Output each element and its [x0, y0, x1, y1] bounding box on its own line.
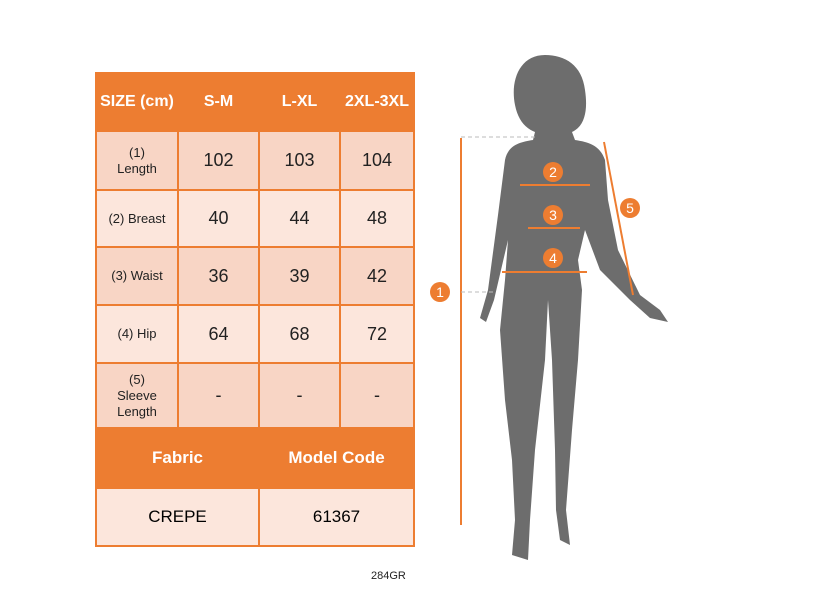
- marker-3: [543, 205, 563, 225]
- measurement-lines: [460, 136, 634, 525]
- row-label: (3) Waist: [95, 246, 179, 306]
- table-row: (4) Hip 64 68 72: [95, 304, 415, 364]
- header-2xl-3xl: 2XL-3XL: [339, 72, 415, 132]
- header-size: SIZE (cm): [95, 72, 179, 132]
- cell: 44: [258, 189, 341, 248]
- cell: 48: [339, 189, 415, 248]
- table-row: (3) Waist 36 39 42: [95, 246, 415, 306]
- fabric-value: CREPE: [95, 487, 260, 547]
- marker-5-label: 5: [626, 200, 634, 216]
- marker-5: [620, 198, 640, 218]
- header-l-xl: L-XL: [258, 72, 341, 132]
- marker-3-label: 3: [549, 207, 557, 223]
- size-table: SIZE (cm) S-M L-XL 2XL-3XL (1) Length 10…: [95, 72, 415, 547]
- cell: -: [339, 362, 415, 429]
- cell: 102: [177, 130, 260, 191]
- row-label: (4) Hip: [95, 304, 179, 364]
- cell: -: [258, 362, 341, 429]
- fabric-header: Fabric: [95, 427, 260, 489]
- body-measurement-figure: 1 2 3 4 5: [430, 55, 668, 560]
- cell: 36: [177, 246, 260, 306]
- marker-2-label: 2: [549, 164, 557, 180]
- row-label: (2) Breast: [95, 189, 179, 248]
- sleeve-line: [603, 141, 634, 296]
- table-row: (2) Breast 40 44 48: [95, 189, 415, 248]
- silhouette: [480, 55, 668, 560]
- model-code-value: 61367: [258, 487, 415, 547]
- cell: -: [177, 362, 260, 429]
- cell: 40: [177, 189, 260, 248]
- cell: 103: [258, 130, 341, 191]
- model-code-header: Model Code: [258, 427, 415, 489]
- footer-code: 284GR: [371, 570, 406, 582]
- marker-2: [543, 162, 563, 182]
- table-row: (5) Sleeve Length - - -: [95, 362, 415, 429]
- table-row: (1) Length 102 103 104: [95, 130, 415, 191]
- cell: 104: [339, 130, 415, 191]
- cell: 64: [177, 304, 260, 364]
- marker-1-label: 1: [436, 284, 444, 300]
- row-label: (1) Length: [95, 130, 179, 191]
- marker-circles: [430, 162, 640, 302]
- header-s-m: S-M: [177, 72, 260, 132]
- cell: 68: [258, 304, 341, 364]
- marker-4: [543, 248, 563, 268]
- cell: 39: [258, 246, 341, 306]
- row-label: (5) Sleeve Length: [95, 362, 179, 429]
- marker-1: [430, 282, 450, 302]
- marker-4-label: 4: [549, 250, 557, 266]
- cell: 72: [339, 304, 415, 364]
- cell: 42: [339, 246, 415, 306]
